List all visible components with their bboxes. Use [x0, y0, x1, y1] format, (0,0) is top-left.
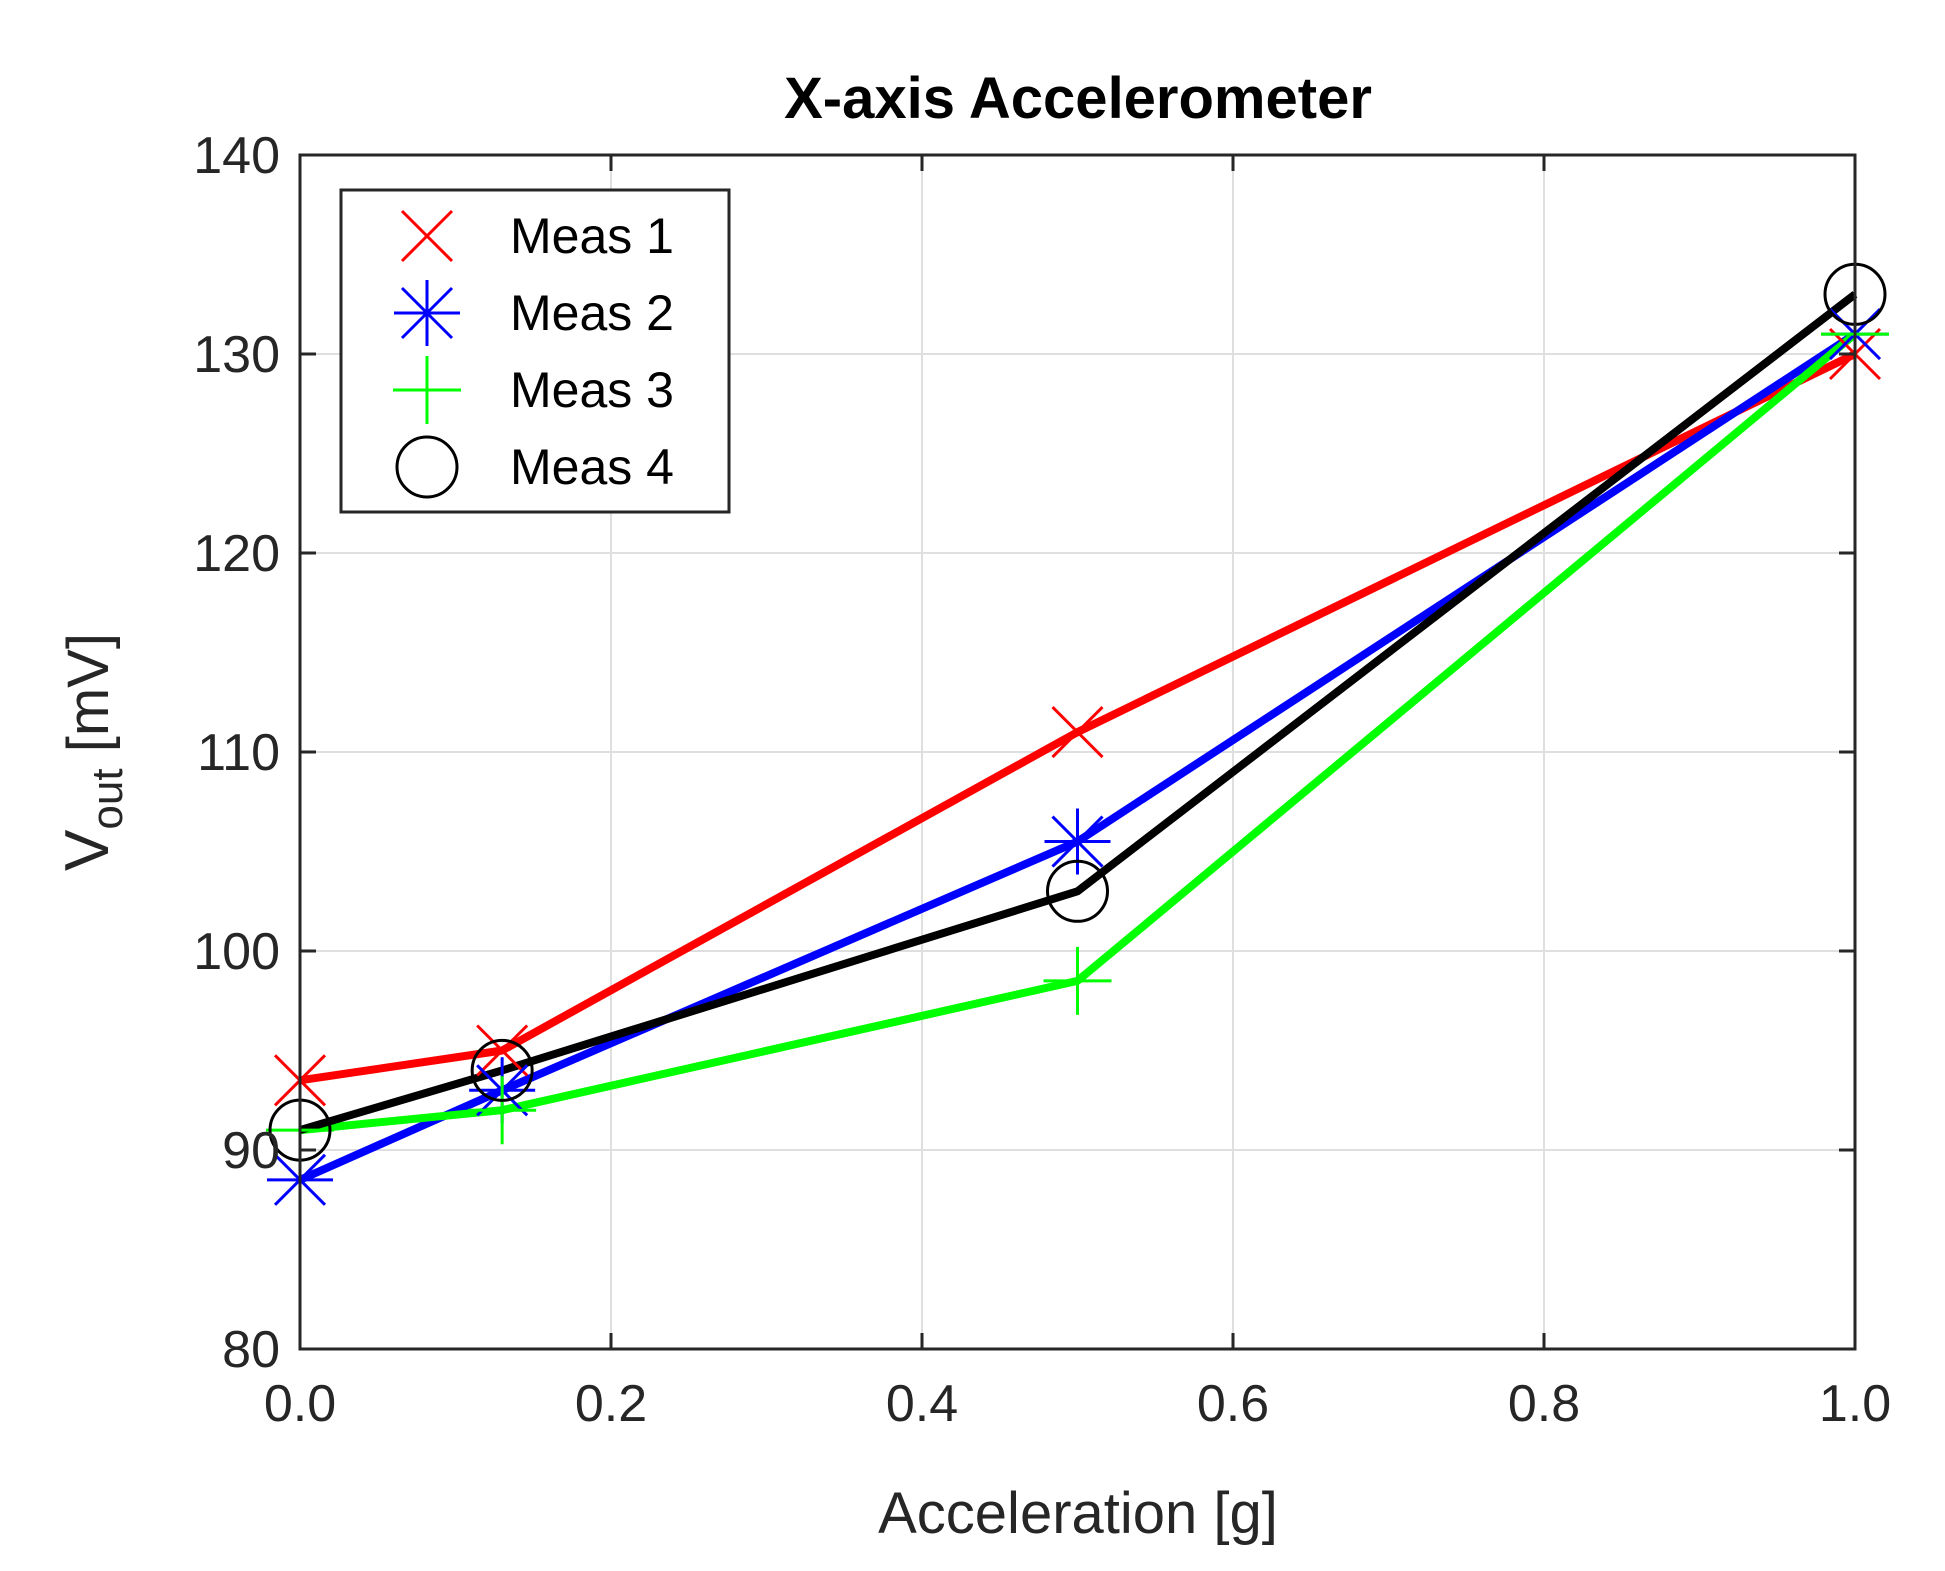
x-tick-label: 0.2: [575, 1375, 647, 1433]
y-tick-label: 130: [193, 326, 280, 384]
legend-label-meas-3: Meas 3: [510, 362, 674, 418]
data-point-meas-3: [468, 1076, 537, 1145]
data-point-meas-4: [1046, 859, 1109, 923]
y-axis-label-sub: out: [83, 768, 132, 829]
series-layer: [266, 262, 1889, 1213]
legend: Meas 1 Meas 2 Meas 3 Meas 4: [339, 188, 731, 514]
legend-label-meas-2: Meas 2: [510, 285, 674, 341]
y-tick-label: 90: [222, 1122, 280, 1180]
legend-label-meas-4: Meas 4: [510, 439, 674, 495]
y-axis-label: Vout [mV]: [53, 633, 132, 871]
y-tick-label: 100: [193, 923, 280, 981]
series-line-meas-1: [299, 350, 1857, 1085]
legend-marker-meas-4: [395, 435, 459, 499]
data-point-meas-1: [476, 1024, 529, 1077]
legend-box: [339, 188, 731, 514]
chart-title: X-axis Accelerometer: [784, 66, 1372, 131]
legend-label-meas-1: Meas 1: [510, 208, 674, 264]
y-axis-label-unit: [mV]: [56, 633, 121, 768]
legend-marker-meas-1: [400, 209, 454, 263]
data-point-meas-2: [1044, 808, 1111, 875]
ticks: 0.0 0.2 0.4 0.6 0.8 1.0 80 90 100 110 120 130 140: [193, 127, 1891, 1433]
x-tick-label: 0.0: [264, 1375, 336, 1433]
y-axis-label-main: V: [53, 829, 122, 871]
x-axis-label: Acceleration [g]: [878, 1481, 1278, 1546]
series-line-meas-4: [298, 291, 1858, 1134]
data-point-meas-3: [1043, 946, 1112, 1015]
x-tick-label: 0.6: [1197, 1375, 1269, 1433]
x-tick-label: 0.8: [1508, 1375, 1580, 1433]
legend-marker-meas-2: [394, 280, 460, 346]
y-tick-label: 140: [193, 127, 280, 185]
y-tick-label: 80: [222, 1321, 280, 1379]
legend-marker-meas-3: [393, 356, 461, 424]
y-tick-label: 120: [193, 525, 280, 583]
x-tick-label: 0.4: [886, 1375, 958, 1433]
series-line-meas-3: [299, 331, 1858, 1135]
data-point-meas-1: [1051, 706, 1104, 759]
x-tick-label: 1.0: [1819, 1375, 1891, 1433]
data-point-meas-4: [470, 1038, 534, 1102]
y-tick-label: 110: [197, 724, 280, 782]
